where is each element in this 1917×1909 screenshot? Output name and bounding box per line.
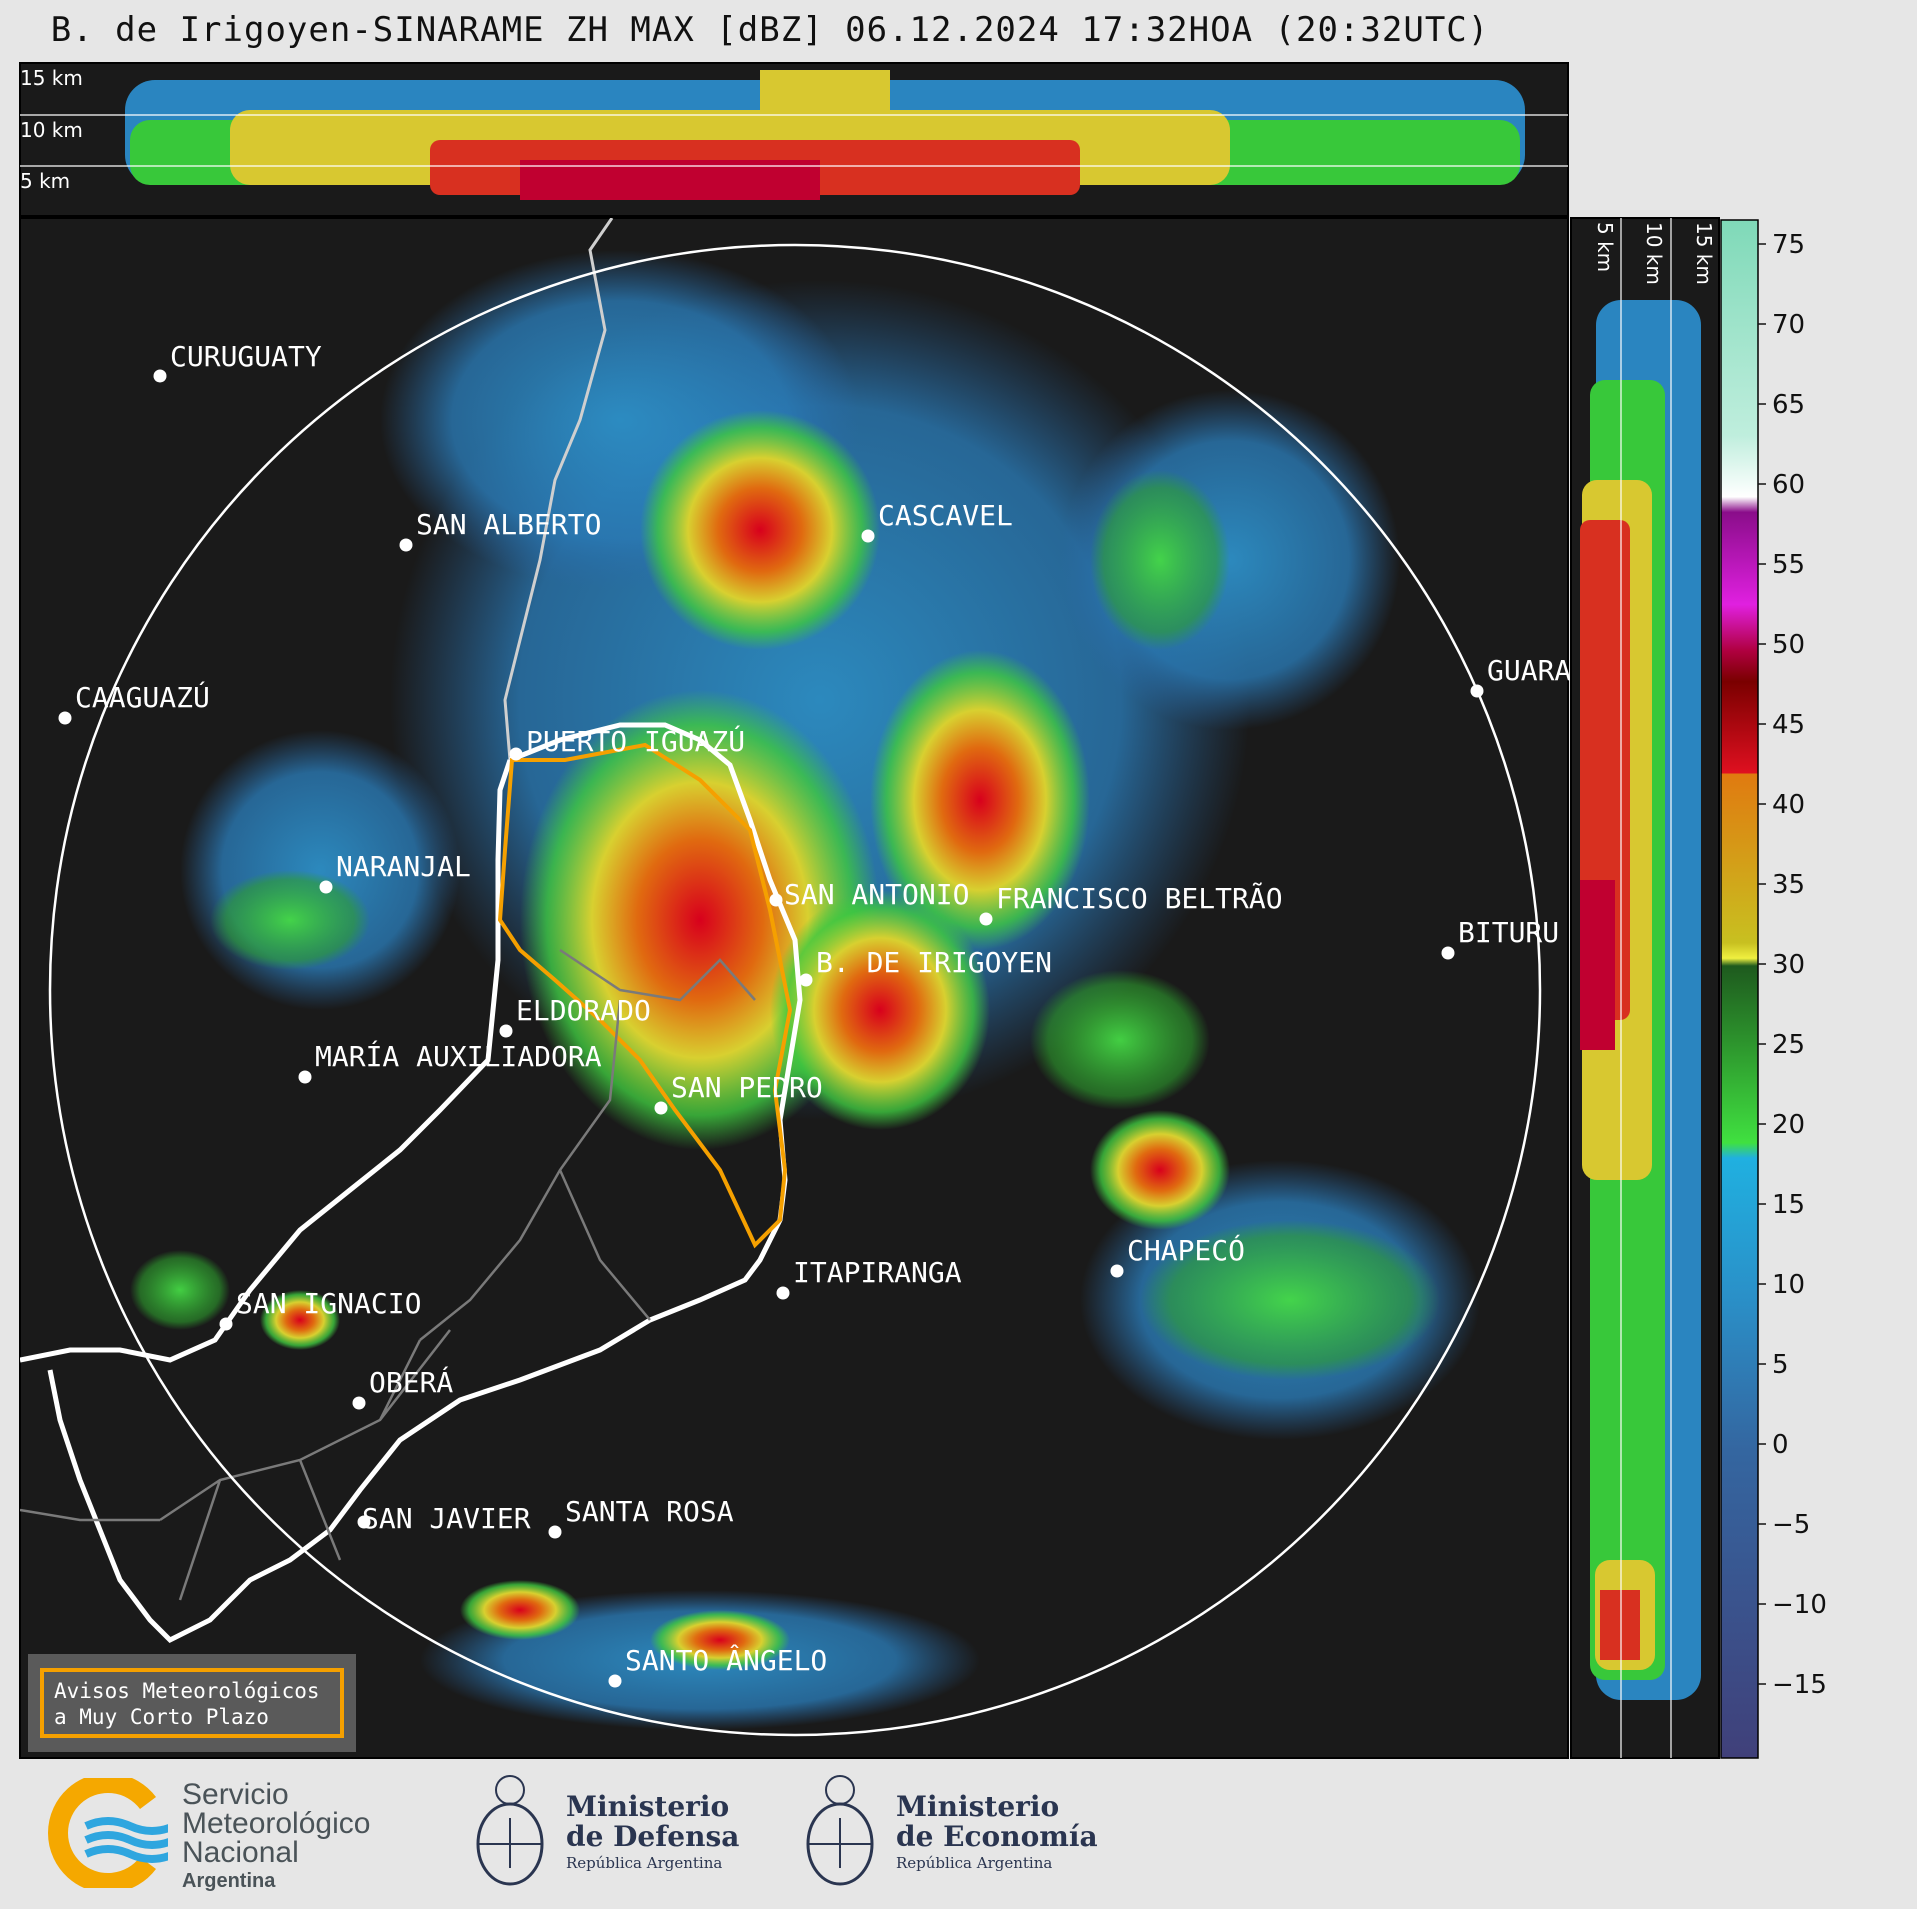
colorbar-tick-label: −10 [1772, 1590, 1827, 1620]
colorbar-tick-label: 0 [1772, 1430, 1789, 1460]
city-label-santo-angelo: SANTO ÂNGELO [625, 1643, 827, 1677]
city-label-santa-rosa: SANTA ROSA [565, 1495, 734, 1528]
city-dot-puerto-iguazu [509, 747, 523, 761]
city-label-guara: GUARA [1487, 654, 1571, 687]
city-dot-san-alberto [399, 538, 413, 552]
side-label-10km: 10 km [1642, 222, 1666, 285]
city-label-obera: OBERÁ [369, 1365, 453, 1399]
colorbar-tick-label: 45 [1772, 710, 1805, 740]
defensa-seal-icon [470, 1768, 550, 1900]
city-dot-itapiranga [776, 1286, 790, 1300]
smn-logo-text: Servicio Meteorológico Nacional Argentin… [182, 1780, 370, 1896]
footer-logos: Servicio Meteorológico Nacional Argentin… [0, 1760, 1917, 1909]
economia-logo-text: Ministerio de Economía República Argenti… [896, 1792, 1098, 1874]
city-dot-cascavel [861, 529, 875, 543]
city-dot-maria-auxiliadora [298, 1070, 312, 1084]
city-dot-santo-angelo [608, 1674, 622, 1688]
city-dot-caaguazu [58, 711, 72, 725]
notice-line1: Avisos Meteorológicos [54, 1679, 320, 1703]
city-label-maria-auxiliadora: MARÍA AUXILIADORA [315, 1039, 602, 1073]
city-dot-san-pedro [654, 1101, 668, 1115]
colorbar-tick-label: 70 [1772, 310, 1805, 340]
side-section-echoes [1580, 300, 1701, 1700]
city-label-caaguazu: CAAGUAZÚ [75, 680, 210, 714]
colorbar-tick-label: −15 [1772, 1670, 1827, 1700]
economia-seal-icon [800, 1768, 880, 1900]
smn-line3: Nacional [182, 1836, 299, 1869]
city-label-cascavel: CASCAVEL [878, 499, 1013, 532]
top-label-5km: 5 km [20, 169, 70, 193]
city-label-puerto-iguazu: PUERTO IGUAZÚ [526, 724, 745, 758]
city-label-san-antonio: SAN ANTONIO [784, 878, 969, 911]
side-label-5km: 5 km [1593, 222, 1617, 272]
city-dot-eldorado [499, 1024, 513, 1038]
city-label-san-alberto: SAN ALBERTO [416, 508, 601, 541]
city-dot-francisco-beltrao [979, 912, 993, 926]
colorbar-tick-label: 55 [1772, 550, 1805, 580]
city-label-san-javier: SAN JAVIER [362, 1502, 531, 1535]
radar-echoes [20, 218, 1480, 1730]
city-dot-santa-rosa [548, 1525, 562, 1539]
defensa-line3: República Argentina [566, 1854, 723, 1872]
economia-line2: de Economía [896, 1820, 1098, 1853]
city-dot-san-javier [357, 1515, 371, 1529]
top-label-15km: 15 km [20, 66, 83, 90]
city-label-curuguaty: CURUGUATY [170, 340, 322, 373]
colorbar-tick-label: 20 [1772, 1110, 1805, 1140]
colorbar-tick-label: 35 [1772, 870, 1805, 900]
colorbar-tick-label: 40 [1772, 790, 1805, 820]
city-markers: CURUGUATY SAN ALBERTO CAAGUAZÚ CASCAVEL … [58, 340, 1571, 1688]
notice-line2: a Muy Corto Plazo [54, 1705, 269, 1729]
city-label-san-pedro: SAN PEDRO [671, 1071, 823, 1104]
colorbar-tick-label: 15 [1772, 1190, 1805, 1220]
smn-line1: Servicio [182, 1778, 289, 1811]
city-label-chapeco: CHAPECÓ [1127, 1233, 1245, 1267]
defensa-line2: de Defensa [566, 1820, 740, 1853]
colorbar-tick-label: 10 [1772, 1270, 1805, 1300]
smn-logo-icon [48, 1773, 176, 1893]
colorbar-tick-label: 65 [1772, 390, 1805, 420]
economia-line3: República Argentina [896, 1854, 1053, 1872]
smn-line2: Meteorológico [182, 1807, 371, 1840]
city-label-san-ignacio: SAN IGNACIO [236, 1287, 421, 1320]
defensa-line1: Ministerio [566, 1790, 730, 1823]
colorbar-tick-label: −5 [1772, 1510, 1810, 1540]
smn-logo [48, 1773, 176, 1893]
city-dot-san-antonio [769, 893, 783, 907]
colorbar-tick-label: 60 [1772, 470, 1805, 500]
economia-line1: Ministerio [896, 1790, 1060, 1823]
notice-inner: Avisos Meteorológicos a Muy Corto Plazo [40, 1668, 344, 1738]
city-label-naranjal: NARANJAL [336, 850, 471, 883]
city-dot-bituru [1441, 946, 1455, 960]
map-title: B. de Irigoyen-SINARAME ZH MAX [dBZ] 06.… [50, 10, 1490, 50]
city-dot-san-ignacio [219, 1317, 233, 1331]
top-section-echoes [125, 70, 1525, 200]
notice-box: Avisos Meteorológicos a Muy Corto Plazo [28, 1654, 356, 1752]
side-label-15km: 15 km [1692, 222, 1716, 285]
city-dot-obera [352, 1396, 366, 1410]
colorbar-tick-label: 30 [1772, 950, 1805, 980]
colorbar [1720, 219, 1759, 1759]
city-dot-guara [1470, 684, 1484, 698]
colorbar-tick-label: 50 [1772, 630, 1805, 660]
top-label-10km: 10 km [20, 118, 83, 142]
smn-line4: Argentina [182, 1870, 276, 1892]
city-label-francisco-beltrao: FRANCISCO BELTRÃO [996, 882, 1283, 915]
city-dot-b-de-irigoyen [799, 973, 813, 987]
colorbar-tick-label: 25 [1772, 1030, 1805, 1060]
city-dot-chapeco [1110, 1264, 1124, 1278]
colorbar-tick-label: 5 [1772, 1350, 1789, 1380]
city-label-b-de-irigoyen: B. DE IRIGOYEN [816, 946, 1052, 979]
city-label-itapiranga: ITAPIRANGA [793, 1256, 962, 1289]
colorbar-tick-label: 75 [1772, 230, 1805, 260]
range-ring [48, 243, 1542, 1737]
city-label-eldorado: ELDORADO [516, 994, 651, 1027]
city-label-bituru: BITURU [1458, 916, 1559, 949]
city-dot-naranjal [319, 880, 333, 894]
city-dot-curuguaty [153, 369, 167, 383]
defensa-logo-text: Ministerio de Defensa República Argentin… [566, 1792, 739, 1874]
